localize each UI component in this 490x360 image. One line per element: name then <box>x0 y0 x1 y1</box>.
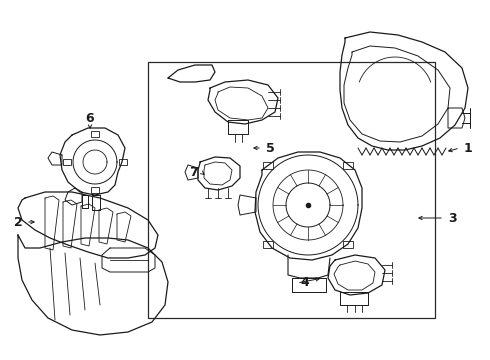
Text: 1: 1 <box>464 141 472 154</box>
Bar <box>264 241 273 248</box>
Text: 4: 4 <box>301 276 309 289</box>
Text: 6: 6 <box>86 112 94 125</box>
Bar <box>343 162 353 169</box>
Text: 7: 7 <box>189 166 197 179</box>
Bar <box>63 159 71 165</box>
Text: 2: 2 <box>14 216 23 229</box>
Bar <box>343 241 353 248</box>
Bar <box>148 62 435 318</box>
Bar <box>119 159 127 165</box>
Bar <box>91 131 99 137</box>
Bar <box>91 187 99 193</box>
Text: 3: 3 <box>448 211 456 225</box>
Bar <box>264 162 273 169</box>
Text: 5: 5 <box>266 141 274 154</box>
